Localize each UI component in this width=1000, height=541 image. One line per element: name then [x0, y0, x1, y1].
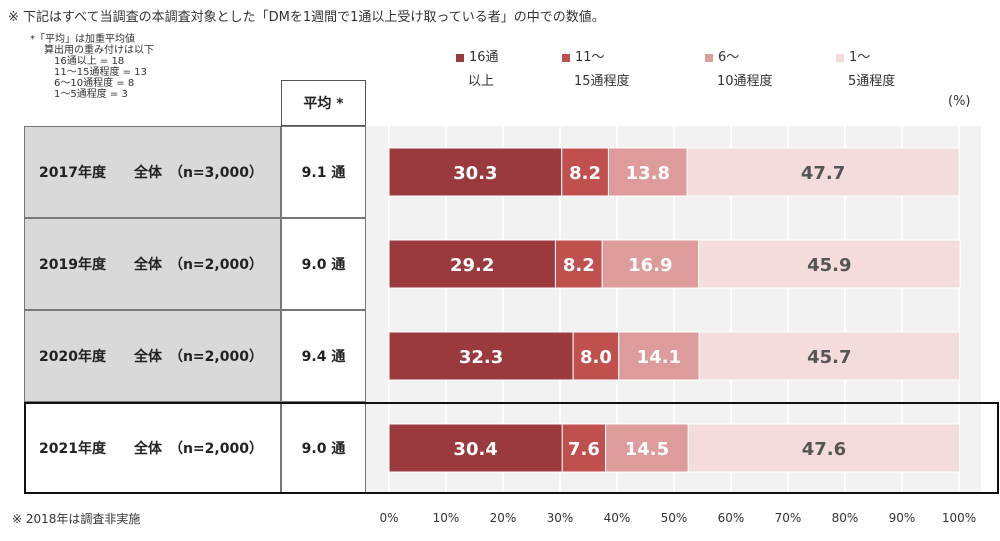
data-label: 7.6	[568, 439, 600, 460]
x-tick-label: 90%	[889, 511, 916, 525]
bar-segment	[698, 239, 961, 289]
row-label-2017: 2017年度 全体 （n=3,000）	[24, 126, 281, 218]
row-average-2021: 9.0 通	[281, 402, 366, 494]
legend-swatch	[562, 53, 570, 62]
weight-note-line: 算出用の重み付けは以下	[44, 45, 154, 56]
legend-swatch	[705, 53, 713, 62]
weight-note-line: *「平均」は加重平均値	[30, 34, 135, 45]
bar-segment	[601, 239, 700, 289]
bar-segment	[607, 147, 688, 197]
bar-segment	[561, 147, 609, 197]
x-tick-label: 100%	[942, 511, 976, 525]
bar-segment	[618, 331, 700, 381]
row-label-2021: 2021年度 全体 （n=2,000）	[24, 402, 281, 494]
legend-item: 6～ 10通程度	[705, 46, 773, 94]
x-tick-label: 60%	[718, 511, 745, 525]
data-label: 47.6	[802, 439, 846, 460]
bar-segment	[572, 331, 620, 381]
data-label: 47.7	[801, 163, 845, 184]
x-tick-label: 20%	[490, 511, 517, 525]
legend-item: 1～ 5通程度	[836, 46, 895, 94]
bar-segment	[687, 423, 961, 473]
data-label: 45.9	[807, 255, 851, 276]
data-label: 8.2	[569, 163, 601, 184]
weighted-average-note: *「平均」は加重平均値 算出用の重み付けは以下 16通以上 = 18 11～15…	[30, 34, 154, 100]
weight-note-line: 1～5通程度 = 3	[54, 89, 128, 100]
x-tick-label: 40%	[604, 511, 631, 525]
data-label: 32.3	[459, 347, 503, 368]
x-tick-label: 50%	[661, 511, 688, 525]
data-label: 14.1	[637, 347, 681, 368]
x-tick-label: 30%	[547, 511, 574, 525]
legend-swatch	[836, 53, 844, 62]
data-label: 45.7	[807, 347, 851, 368]
x-tick-label: 0%	[379, 511, 398, 525]
bar-segment	[388, 239, 556, 289]
bar-segment	[561, 423, 607, 473]
bar-segment	[388, 147, 563, 197]
row-average-2017: 9.1 通	[281, 126, 366, 218]
x-tick-label: 10%	[433, 511, 460, 525]
bar-segment	[686, 147, 960, 197]
data-label: 30.4	[453, 439, 497, 460]
data-label: 16.9	[628, 255, 672, 276]
data-label: 29.2	[450, 255, 494, 276]
data-label: 14.5	[625, 439, 669, 460]
bar-segment	[388, 423, 563, 473]
x-tick-label: 80%	[832, 511, 859, 525]
bar-segment	[388, 331, 574, 381]
legend-item: 11～ 15通程度	[562, 46, 630, 94]
data-label: 8.2	[563, 255, 595, 276]
weight-note-line: 11～15通程度 = 13	[54, 67, 147, 78]
x-tick-label: 70%	[775, 511, 802, 525]
data-label: 13.8	[626, 163, 670, 184]
weight-note-line: 6～10通程度 = 8	[54, 78, 135, 89]
bar-segment	[698, 331, 961, 381]
row-average-2020: 9.4 通	[281, 310, 366, 402]
average-column-header: 平均 *	[281, 80, 366, 126]
legend-swatch	[456, 53, 464, 62]
bar-segment	[554, 239, 603, 289]
percent-unit-label: (%)	[948, 94, 971, 109]
row-label-2019: 2019年度 全体 （n=2,000）	[24, 218, 281, 310]
legend-item: 16通 以上	[456, 46, 499, 94]
row-average-2019: 9.0 通	[281, 218, 366, 310]
data-label: 8.0	[580, 347, 612, 368]
data-label: 30.3	[453, 163, 497, 184]
weight-note-line: 16通以上 = 18	[54, 56, 125, 67]
survey-scope-note: ※ 下記はすべて当調査の本調査対象とした「DMを1週間で1通以上受け取っている者…	[8, 10, 605, 25]
not-surveyed-note: ※ 2018年は調査非実施	[12, 512, 141, 526]
row-label-2020: 2020年度 全体 （n=2,000）	[24, 310, 281, 402]
